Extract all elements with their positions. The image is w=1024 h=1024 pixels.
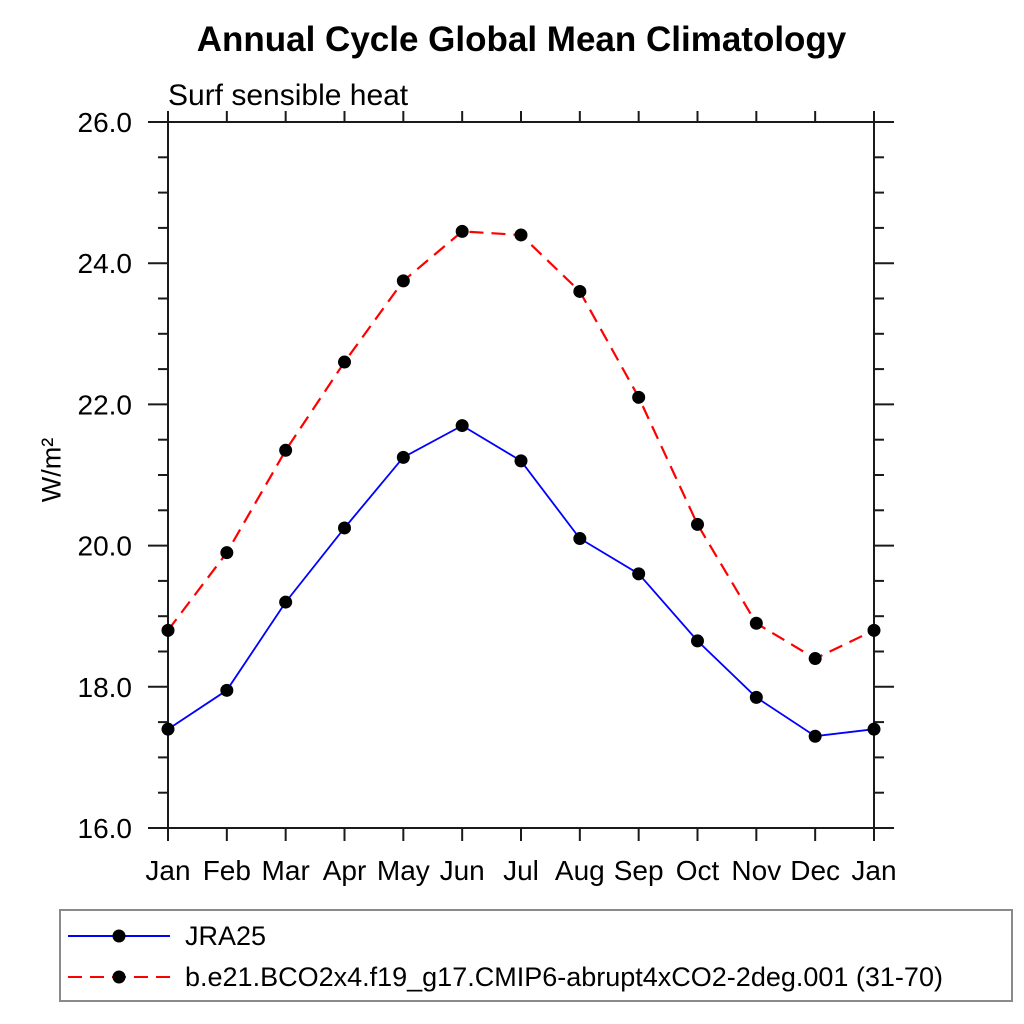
data-point [514,454,528,468]
y-tick-label: 26.0 [78,107,133,138]
chart-subtitle: Surf sensible heat [168,79,409,112]
data-point [808,652,822,666]
y-tick-label: 16.0 [78,813,133,844]
data-point [573,284,587,298]
x-tick-label: Sep [614,855,664,886]
plot-frame [167,121,875,829]
legend-label: JRA25 [185,920,267,951]
data-point [220,683,234,697]
legend-marker-dot [112,970,126,984]
chart-title: Annual Cycle Global Mean Climatology [196,20,847,59]
data-point [749,616,763,630]
data-point [632,390,646,404]
data-point [396,274,410,288]
y-tick-label: 18.0 [78,672,133,703]
x-tick-label: Jan [145,855,190,886]
data-point [573,532,587,546]
legend-marker-dot [112,929,126,943]
x-tick-label: May [377,855,430,886]
x-tick-label: Oct [676,855,720,886]
data-point [338,355,351,369]
data-point [396,450,410,464]
legend-label: b.e21.BCO2x4.f19_g17.CMIP6-abrupt4xCO2-2… [185,961,943,992]
data-point [691,634,704,648]
legend-line-sample-dashed [68,970,170,984]
data-point [808,729,822,743]
data-point [338,521,351,535]
legend-item-model: b.e21.BCO2x4.f19_g17.CMIP6-abrupt4xCO2-2… [61,957,1011,997]
x-tick-label: Dec [790,855,840,886]
x-tick-label: Jun [440,855,485,886]
legend-item-jra25: JRA25 [61,916,1011,956]
x-tick-label: Apr [323,855,367,886]
series-line-model [167,230,875,660]
data-point [749,690,763,704]
x-tick-label: Jan [851,855,896,886]
data-point [867,722,881,736]
data-point [161,722,175,736]
y-tick-label: 22.0 [78,389,133,420]
x-tick-label: Mar [262,855,310,886]
data-point [632,567,646,581]
data-point [867,623,881,637]
data-point [220,546,234,560]
data-point [514,228,528,242]
legend: JRA25 b.e21.BCO2x4.f19_g17.CMIP6-abrupt4x… [59,909,1013,1002]
data-point [279,443,293,457]
data-point [455,224,469,238]
data-point [279,595,293,609]
y-tick-label: 24.0 [78,248,133,279]
legend-line-sample-solid [68,929,170,943]
x-tick-label: Aug [555,855,605,886]
series-line-jra25 [167,424,875,738]
data-point [455,419,469,433]
data-point [161,623,175,637]
y-tick-label: 20.0 [78,531,133,562]
x-tick-label: Nov [731,855,781,886]
data-point [691,517,704,531]
x-tick-label: Jul [503,855,539,886]
x-tick-label: Feb [203,855,251,886]
